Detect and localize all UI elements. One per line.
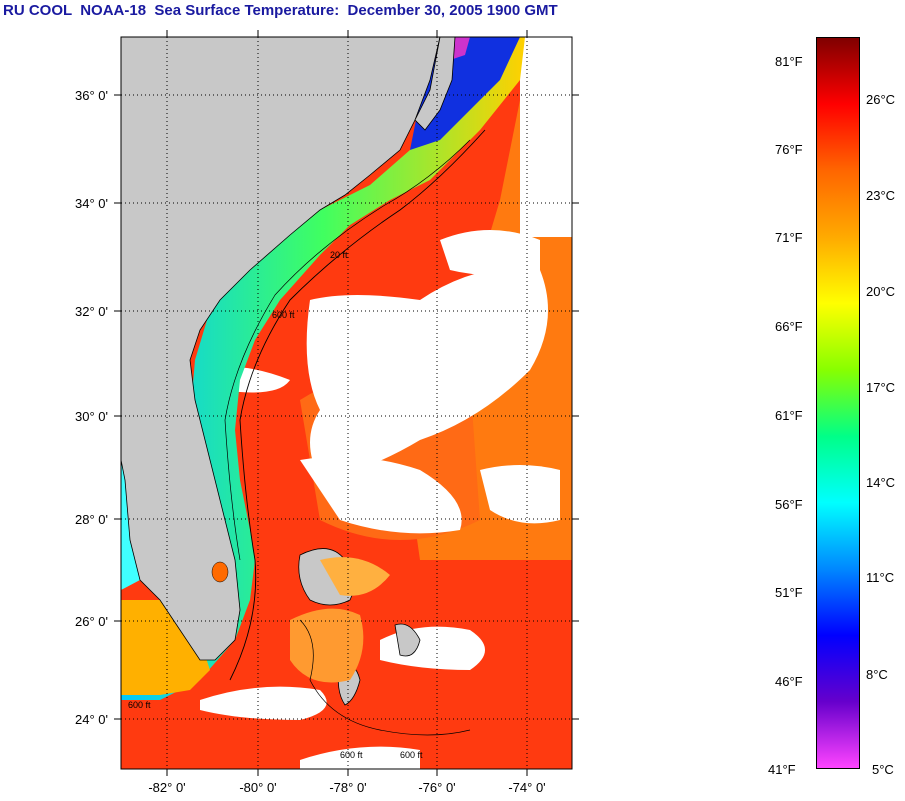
lat-label: 26° 0' [75,614,108,629]
cb-c-label: 5°C [872,762,894,777]
lon-label: -78° 0' [329,780,366,795]
cb-c-label: 26°C [866,92,896,107]
depth-contour-600ft [229,129,486,681]
depth-contour-20ft [224,139,471,561]
land-outer-banks [414,37,456,131]
lat-label: 24° 0' [75,712,108,727]
contour-label: 600 ft [400,750,423,760]
depth-contour-bahamas [299,619,471,736]
great-bahama-bank [290,608,364,683]
lon-label: -74° 0' [508,780,545,795]
cloud-mass-2 [300,456,462,534]
cb-c-label: 17°C [866,380,896,395]
cloud-area [520,37,572,237]
contour-label: 600 ft [272,310,295,320]
cb-f-label: 76°F [775,142,803,157]
cloud-mass-6 [200,686,327,720]
cb-f-label: 66°F [775,319,803,334]
lat-label: 30° 0' [75,409,108,424]
axis-ticks [114,30,579,776]
cb-c-label: 11°C [866,570,895,585]
lat-label: 28° 0' [75,512,108,527]
lat-label: 36° 0' [75,88,108,103]
lat-label: 34° 0' [75,196,108,211]
cb-c-label: 23°C [866,188,896,203]
cloud-mass-1 [306,268,548,480]
lon-label: -80° 0' [239,780,276,795]
map-area: 20 ft 600 ft 600 ft 600 ft 600 ft [121,37,572,769]
lon-label: -82° 0' [148,780,185,795]
cb-f-label: 61°F [775,408,803,423]
temperature-colorbar [816,37,860,769]
cb-c-label: 20°C [866,284,896,299]
land-eleuthera [394,623,421,657]
cb-c-label: 8°C [866,667,888,682]
plot-frame [120,36,573,770]
lat-label: 32° 0' [75,304,108,319]
land-mainland [121,37,441,661]
cloud-mass-7 [300,746,420,769]
cloud-mass-3 [480,465,560,524]
cb-f-label: 51°F [775,585,803,600]
cb-f-label: 81°F [775,54,803,69]
cb-f-label: 46°F [775,674,803,689]
little-bahama-bank [320,557,390,596]
contour-label: 600 ft [340,750,363,760]
lake-okeechobee [211,561,229,583]
lon-label: -76° 0' [418,780,455,795]
gulf-warm-shelf [121,600,210,695]
cb-f-label: 56°F [775,497,803,512]
cloud-mass-4 [440,230,540,275]
contour-label: 20 ft [330,250,348,260]
cb-c-label: 14°C [866,475,896,490]
cb-f-label: 41°F [768,762,796,777]
map-title: RU COOL NOAA-18 Sea Surface Temperature:… [3,2,558,19]
cb-f-label: 71°F [775,230,803,245]
contour-label: 600 ft [128,700,151,710]
